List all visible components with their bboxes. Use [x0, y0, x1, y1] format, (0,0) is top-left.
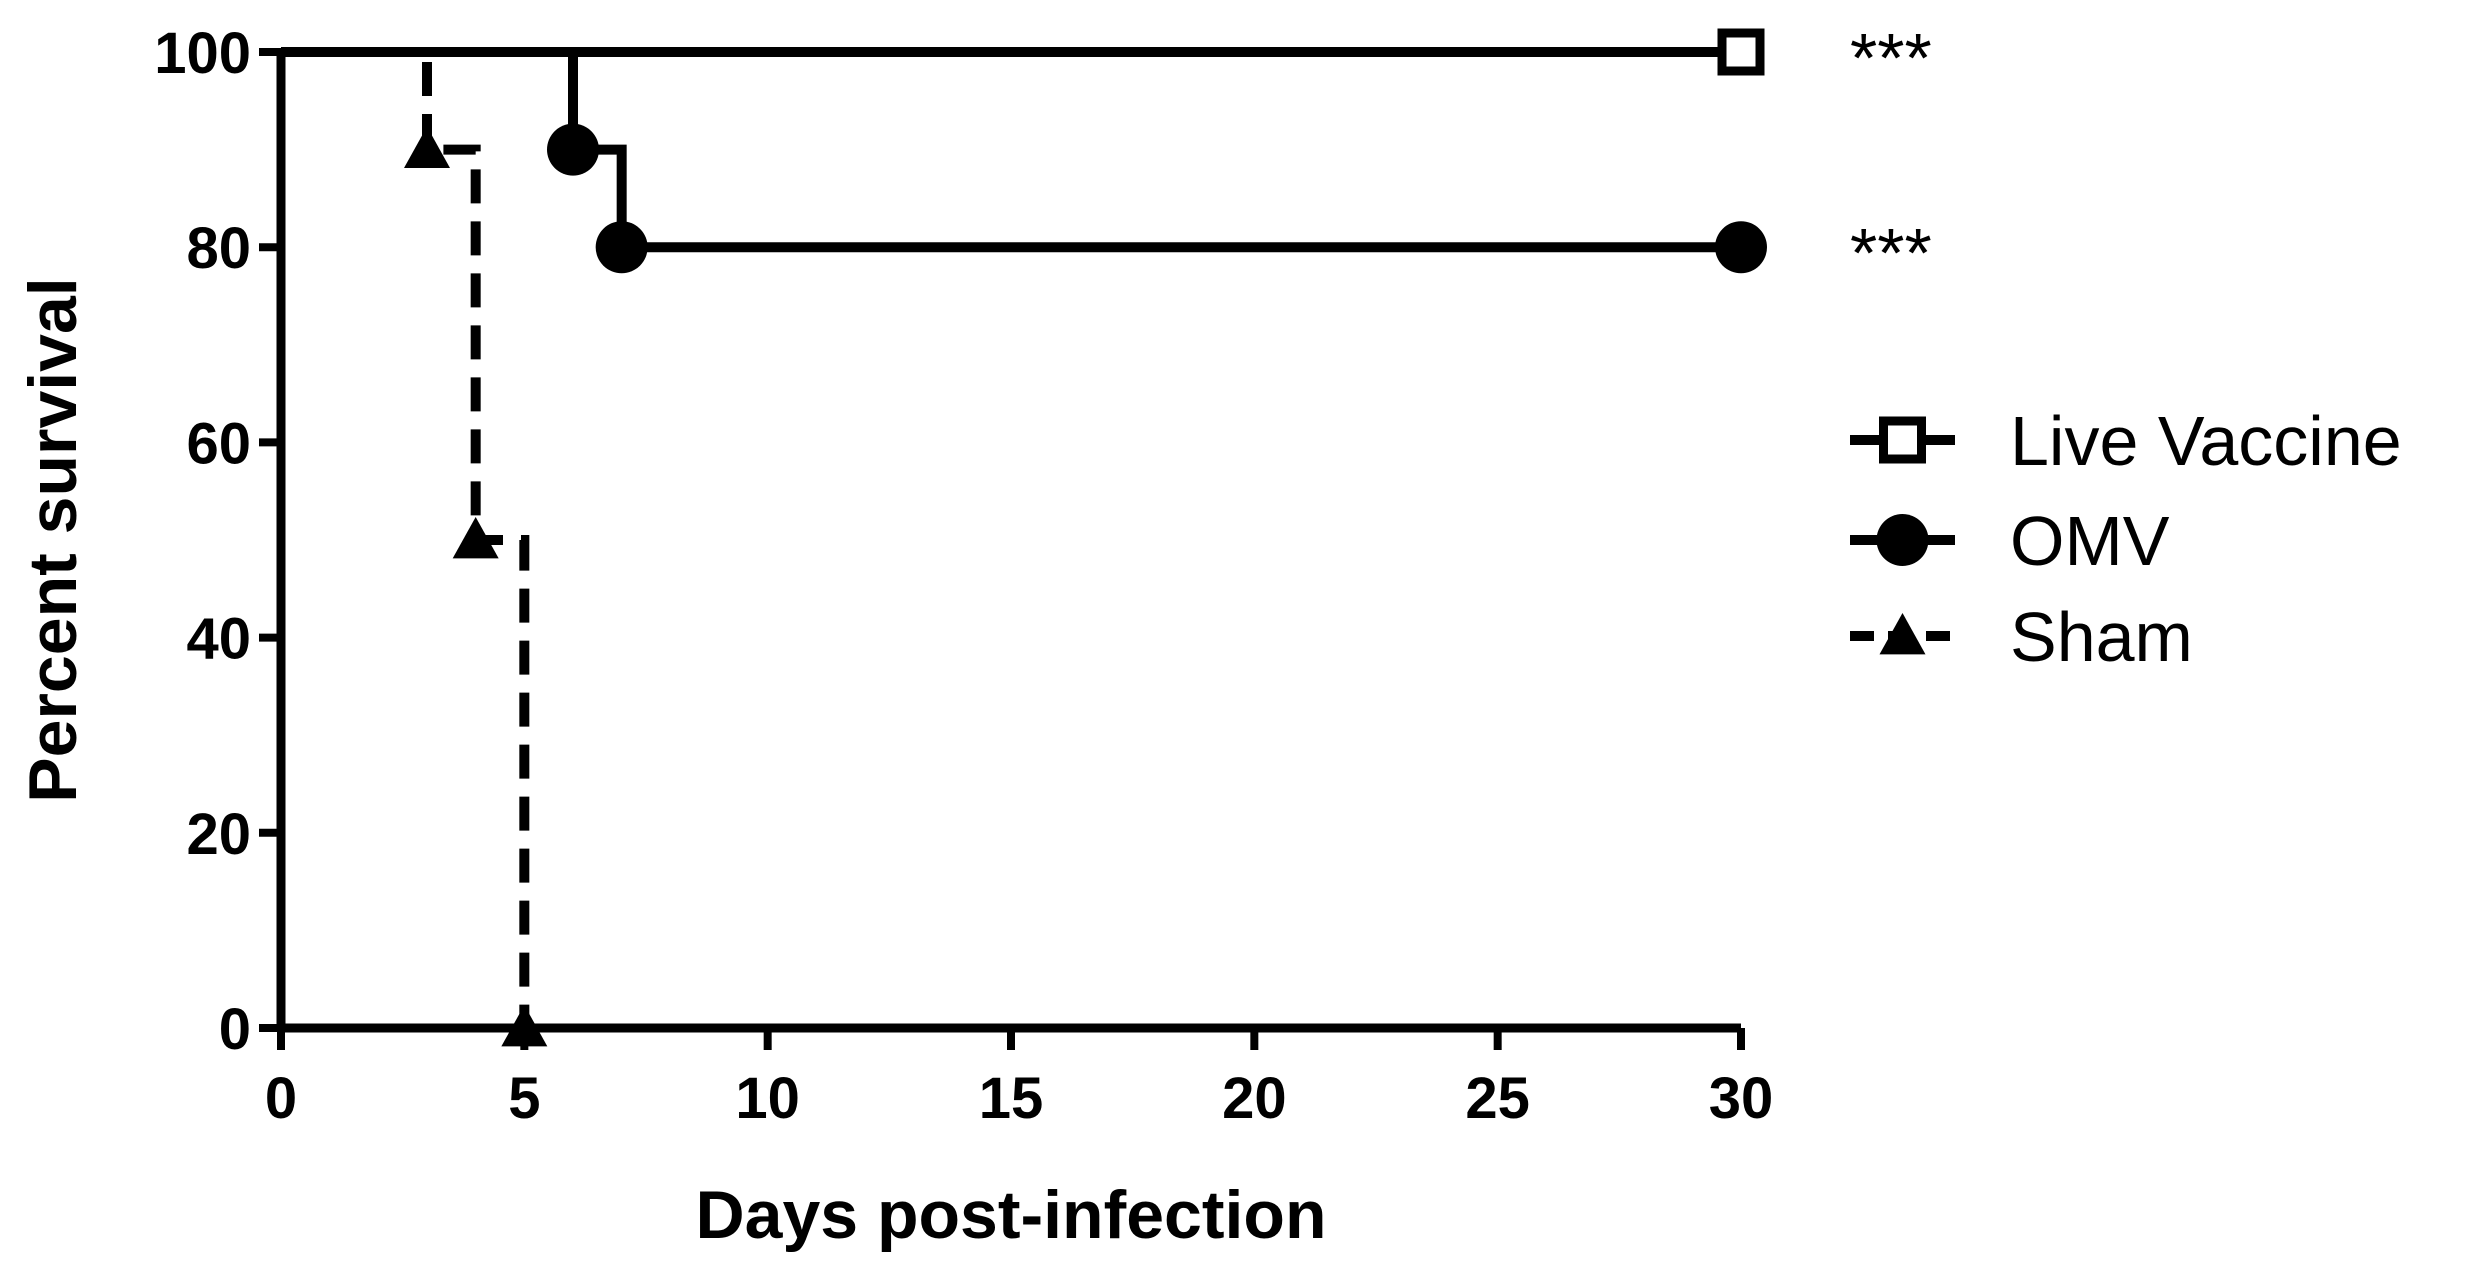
legend-label-omv: OMV [2010, 502, 2170, 580]
y-tick-label: 0 [219, 997, 251, 1062]
legend-label-sham: Sham [2010, 598, 2193, 676]
legend-item-sham: Sham [1850, 598, 2193, 676]
legend-label-live-vaccine: Live Vaccine [2010, 402, 2402, 480]
legend-marker-live-vaccine [1879, 416, 1926, 464]
x-tick-label: 10 [735, 1066, 800, 1131]
x-tick-label: 30 [1709, 1066, 1774, 1131]
significance-annotation-omv: *** [1850, 214, 1932, 292]
y-tick-label: 40 [186, 607, 251, 672]
legend-item-omv: OMV [1850, 502, 2170, 580]
x-axis-title: Days post-infection [696, 1177, 1327, 1253]
point-omv [595, 221, 648, 274]
series-line-sham [281, 47, 530, 1028]
x-tick-label: 0 [265, 1066, 297, 1131]
y-tick-label: 60 [186, 411, 251, 476]
y-tick-label: 100 [154, 21, 251, 86]
point-sham [452, 517, 499, 559]
axes-group: 0 5 10 15 20 25 30 0 20 40 60 80 100 [154, 21, 1773, 1131]
point-omv [547, 123, 599, 176]
legend-marker-omv [1876, 514, 1929, 566]
y-axis-title: Percent survival [15, 277, 91, 802]
x-tick-label: 5 [508, 1066, 540, 1131]
legend-marker-sham [1879, 613, 1926, 655]
series-line-omv [281, 47, 1741, 253]
point-live-vaccine [1717, 28, 1765, 76]
point-omv [1715, 221, 1767, 274]
legend-item-live-vaccine: Live Vaccine [1850, 402, 2402, 480]
y-tick-label: 80 [186, 216, 251, 281]
y-tick-label: 20 [186, 802, 251, 867]
legend: Live Vaccine OMV Sham [1850, 402, 2402, 676]
x-tick-label: 25 [1465, 1066, 1530, 1131]
significance-annotation-live-vaccine: *** [1850, 19, 1932, 97]
point-sham [404, 126, 450, 168]
x-tick-label: 20 [1222, 1066, 1287, 1131]
x-tick-label: 15 [979, 1066, 1044, 1131]
plot-series-group: *** *** [281, 19, 1932, 1047]
